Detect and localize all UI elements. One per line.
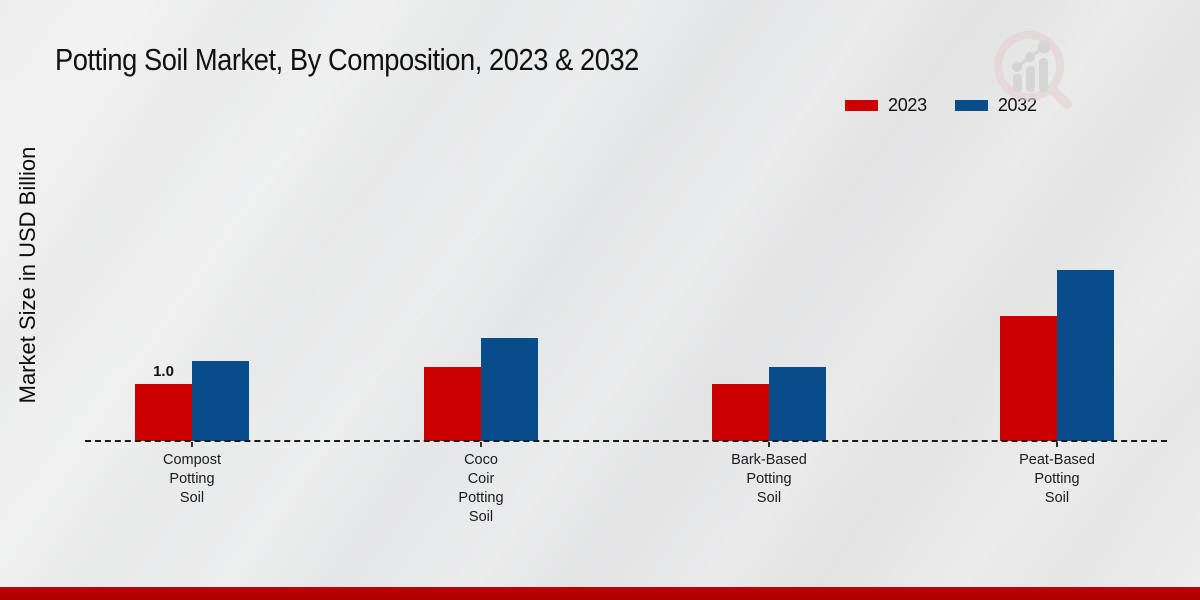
bar-2023-compost-potting-soil [135, 384, 192, 441]
chart-title: Potting Soil Market, By Composition, 202… [55, 42, 639, 77]
bar-2032-coco-coir-potting-soil [481, 338, 538, 441]
x-axis-baseline [85, 440, 1167, 442]
bar-2023-bark-based-potting-soil [712, 384, 769, 441]
bar-2023-peat-based-potting-soil [1000, 315, 1057, 441]
bar-2023-coco-coir-potting-soil [424, 366, 481, 441]
legend-label-2023: 2023 [888, 94, 927, 115]
bar-2032-bark-based-potting-soil [769, 366, 826, 441]
magnifier-bar-chart-logo-icon [994, 31, 1072, 109]
footer-bar [0, 587, 1200, 600]
x-axis-tick [480, 442, 482, 447]
x-axis-label-bark-based-potting-soil: Bark-Based Potting Soil [731, 452, 807, 506]
x-axis-tick [768, 442, 770, 447]
x-axis-tick [191, 442, 193, 447]
x-axis-label-peat-based-potting-soil: Peat-Based Potting Soil [1019, 452, 1095, 506]
x-axis-label-compost-potting-soil: Compost Potting Soil [162, 452, 222, 506]
x-axis-label-coco-coir-potting-soil: Coco Coir Potting Soil [458, 452, 504, 525]
legend-swatch-2032 [954, 99, 988, 111]
legend-item-2023: 2023 [845, 95, 927, 116]
bar-2032-compost-potting-soil [192, 361, 249, 441]
x-axis-tick [1056, 442, 1058, 447]
bar-2032-peat-based-potting-soil [1057, 270, 1114, 441]
legend-swatch-2023 [845, 99, 878, 111]
bar-value-label: 1.0 [153, 363, 174, 380]
